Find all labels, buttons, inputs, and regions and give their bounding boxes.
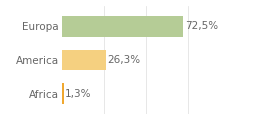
- Bar: [62, 83, 64, 104]
- Text: 26,3%: 26,3%: [107, 55, 140, 65]
- Bar: [62, 50, 106, 70]
- Text: 1,3%: 1,3%: [65, 89, 92, 99]
- Text: 72,5%: 72,5%: [185, 21, 218, 31]
- Bar: [62, 16, 183, 37]
